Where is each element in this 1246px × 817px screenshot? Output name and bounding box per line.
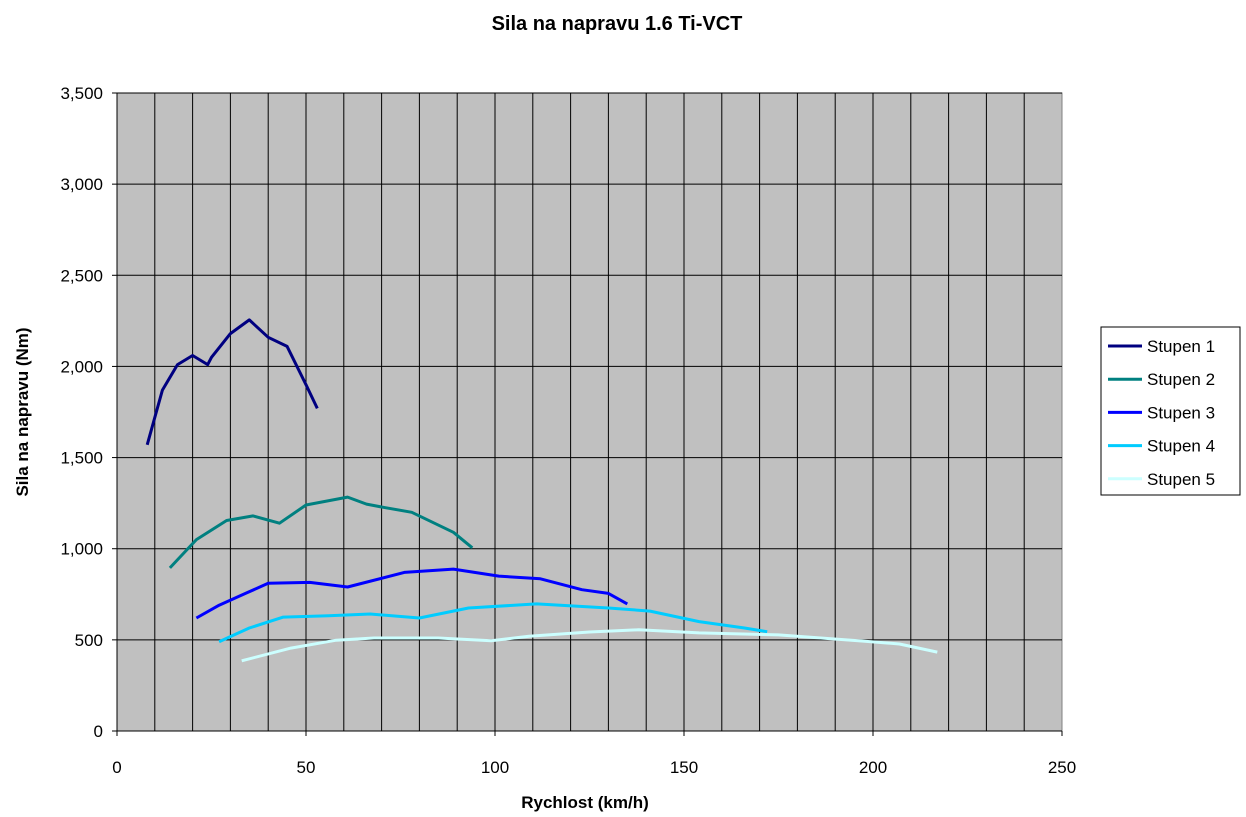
y-tick-label: 2,500: [60, 266, 103, 285]
legend-label: Stupen 2: [1147, 370, 1215, 389]
y-tick-label: 1,500: [60, 449, 103, 468]
legend-label: Stupen 3: [1147, 403, 1215, 422]
plot-area: [116, 92, 1063, 732]
x-tick-label: 100: [481, 758, 509, 777]
y-tick-label: 1,000: [60, 540, 103, 559]
y-tick-label: 3,500: [60, 84, 103, 103]
legend-label: Stupen 5: [1147, 470, 1215, 489]
x-axis-label: Rychlost (km/h): [521, 793, 649, 812]
series-line-4: [218, 602, 768, 644]
x-tick-label: 200: [859, 758, 887, 777]
chart-title: Sila na napravu 1.6 Ti-VCT: [492, 13, 743, 35]
y-tick-label: 500: [75, 631, 103, 650]
y-tick-label: 2,000: [60, 357, 103, 376]
series-line-1: [145, 318, 319, 446]
y-tick-label: 3,000: [60, 175, 103, 194]
legend-label: Stupen 1: [1147, 337, 1215, 356]
y-axis-label: Sila na napravu (Nm): [13, 327, 32, 496]
x-tick-label: 50: [297, 758, 316, 777]
x-tick-label: 0: [112, 758, 121, 777]
series-line-3: [195, 567, 629, 620]
x-tick-label: 250: [1048, 758, 1076, 777]
series-line-2: [168, 495, 474, 569]
x-tick-label: 150: [670, 758, 698, 777]
legend-label: Stupen 4: [1147, 437, 1215, 456]
y-tick-label: 0: [94, 722, 103, 741]
series-line-5: [241, 628, 938, 663]
